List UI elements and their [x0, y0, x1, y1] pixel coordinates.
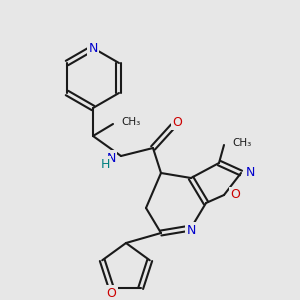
Text: CH₃: CH₃ — [232, 138, 251, 148]
Text: N: N — [88, 41, 98, 55]
Text: CH₃: CH₃ — [121, 117, 140, 127]
Text: H: H — [100, 158, 110, 170]
Text: N: N — [186, 224, 196, 236]
Text: O: O — [230, 188, 240, 202]
Text: O: O — [106, 287, 116, 300]
Text: O: O — [172, 116, 182, 128]
Text: N: N — [106, 152, 116, 164]
Text: N: N — [246, 167, 255, 179]
